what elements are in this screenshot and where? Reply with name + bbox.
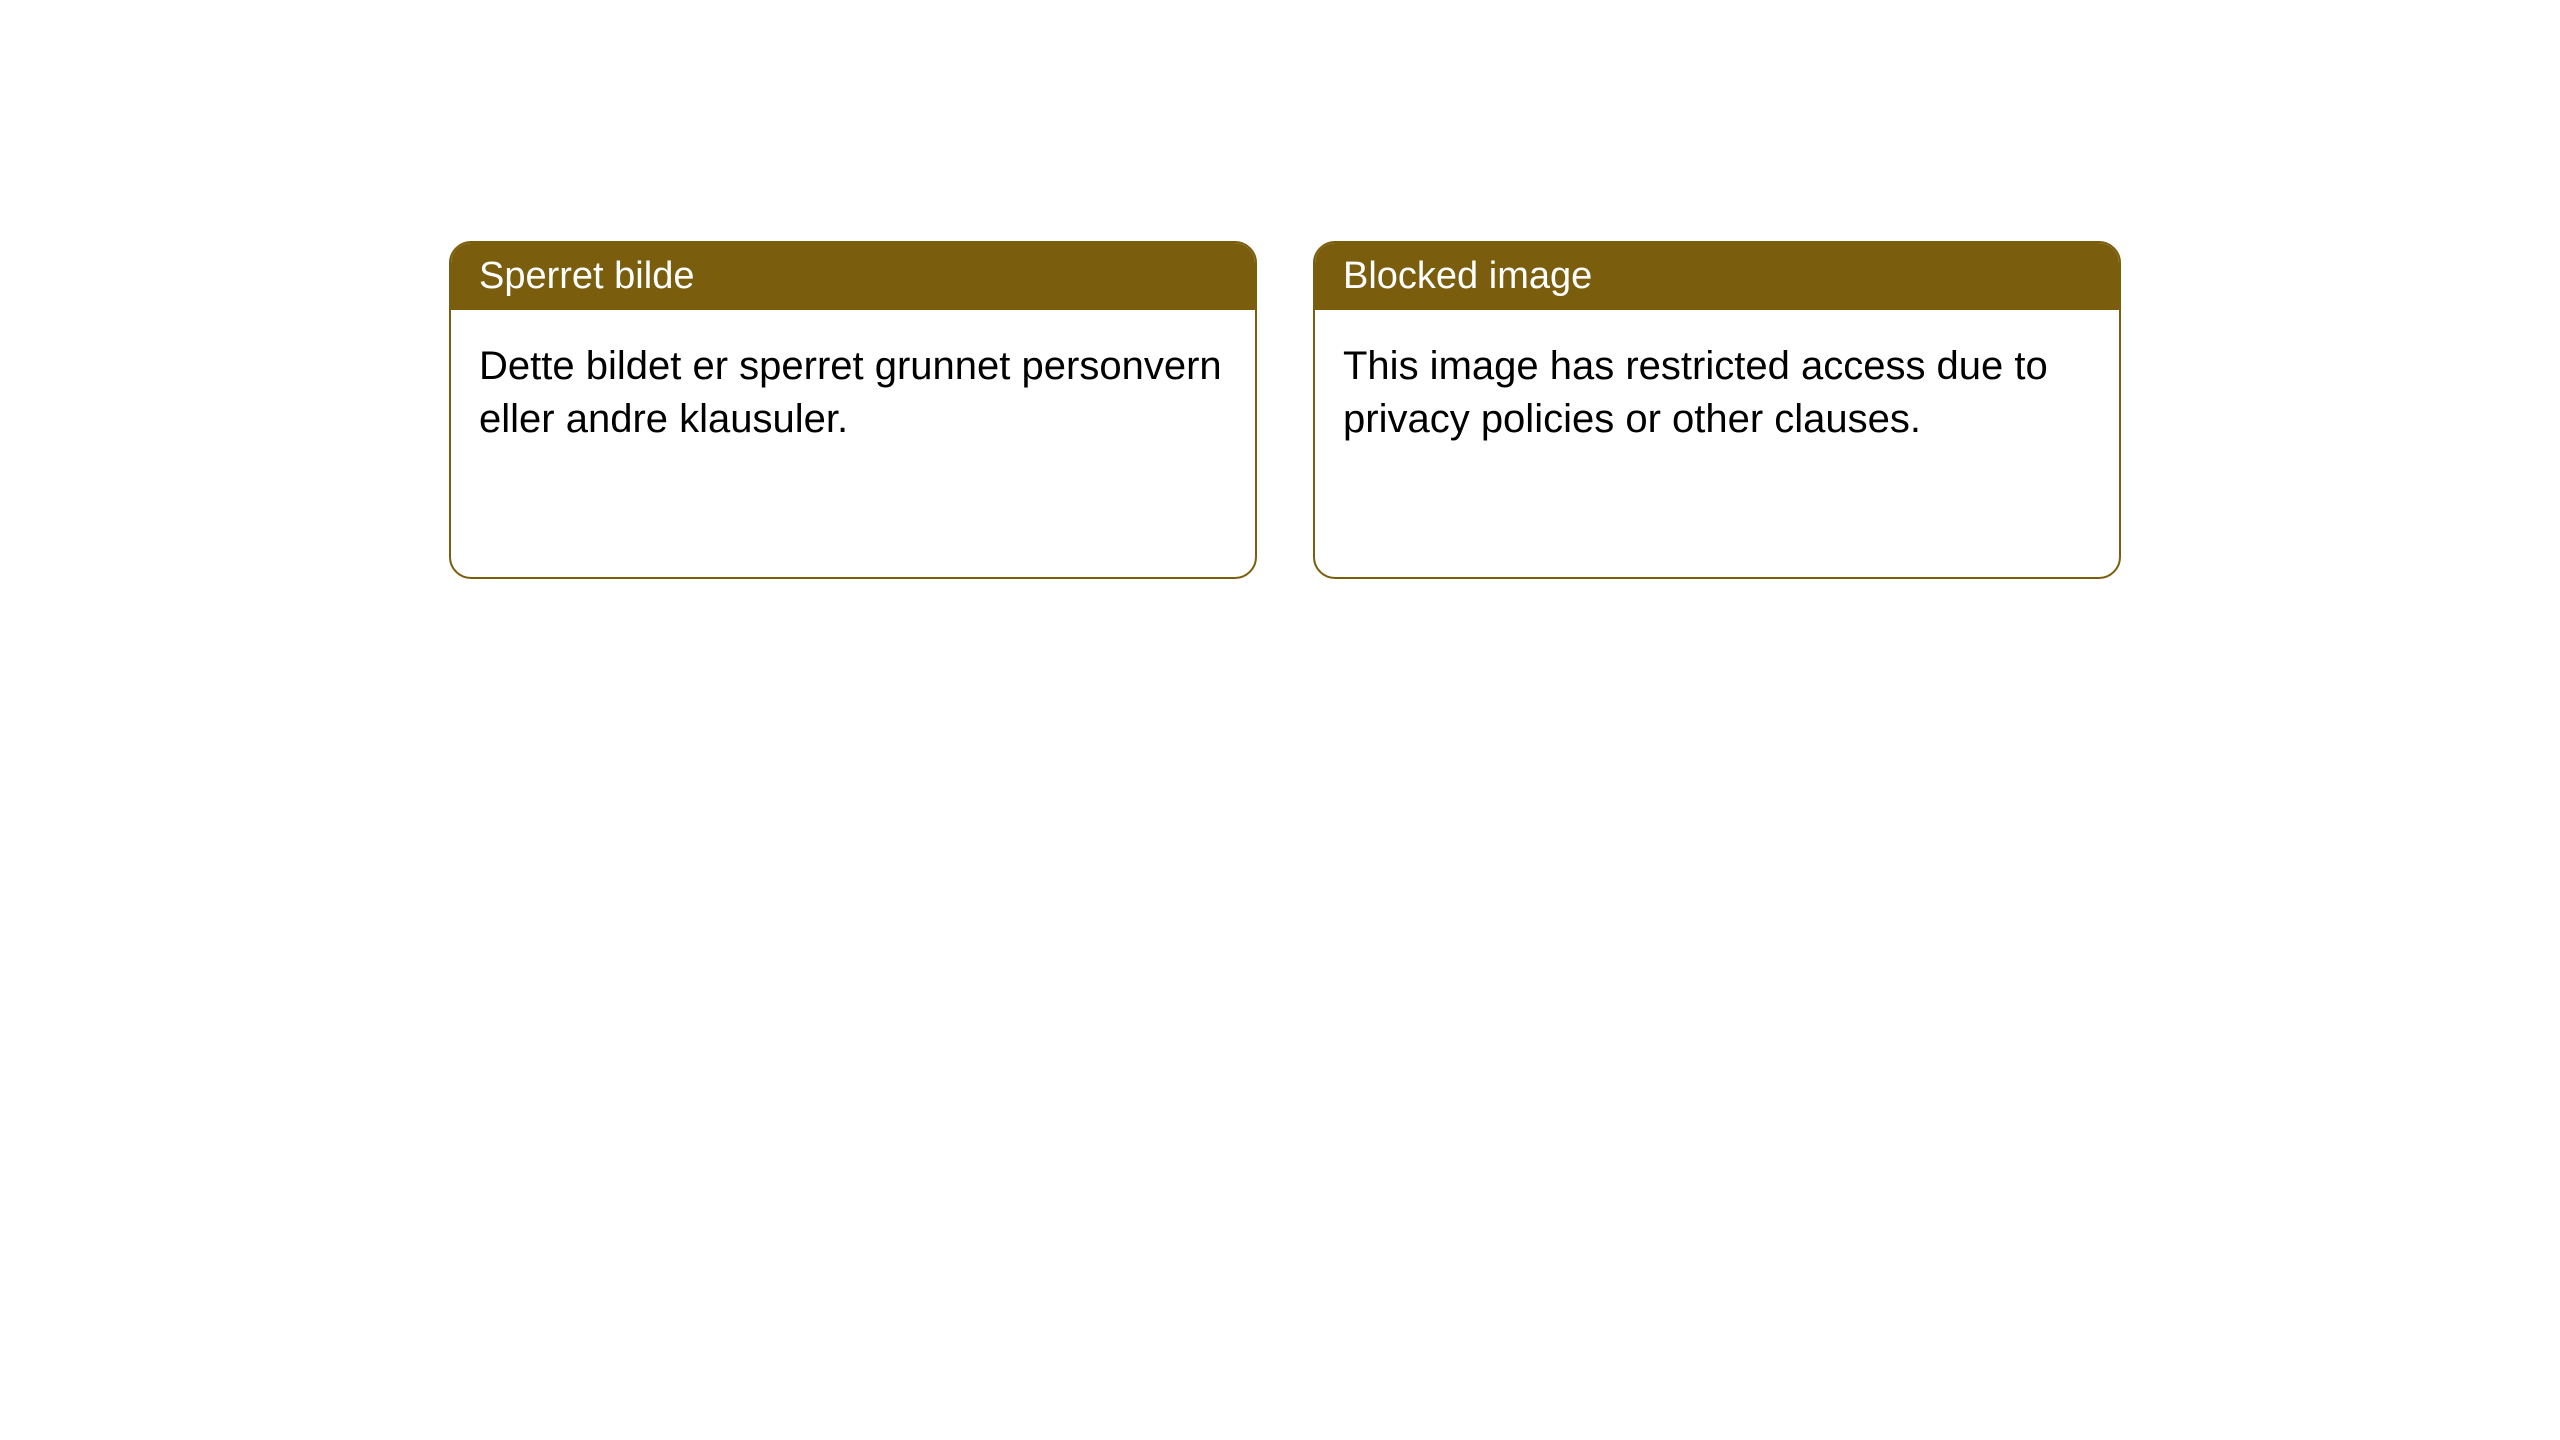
card-body-no: Dette bildet er sperret grunnet personve… (451, 310, 1255, 476)
card-body-en: This image has restricted access due to … (1315, 310, 2119, 476)
card-text-en: This image has restricted access due to … (1343, 344, 2048, 441)
card-norwegian: Sperret bilde Dette bildet er sperret gr… (449, 241, 1257, 579)
card-title-no: Sperret bilde (479, 255, 694, 297)
card-english: Blocked image This image has restricted … (1313, 241, 2121, 579)
card-text-no: Dette bildet er sperret grunnet personve… (479, 344, 1222, 441)
card-header-en: Blocked image (1315, 243, 2119, 310)
card-title-en: Blocked image (1343, 255, 1592, 297)
blocked-image-cards: Sperret bilde Dette bildet er sperret gr… (449, 241, 2121, 579)
card-header-no: Sperret bilde (451, 243, 1255, 310)
